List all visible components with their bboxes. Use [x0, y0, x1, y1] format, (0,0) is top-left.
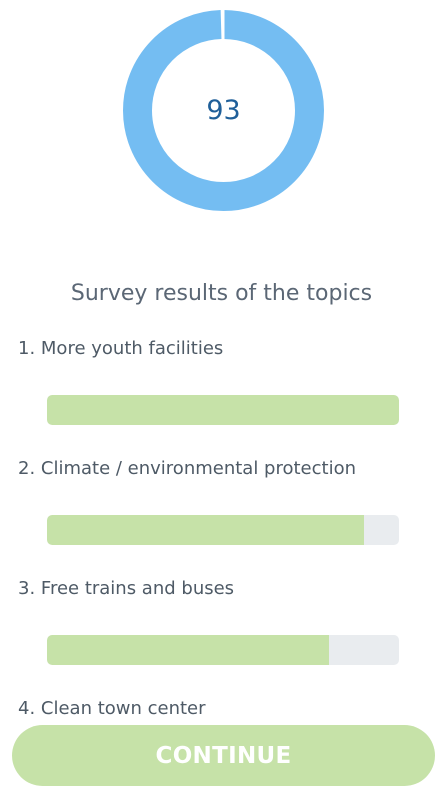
topic-label-4: 4. Clean town center [18, 698, 206, 719]
topic-label-3: 3. Free trains and buses [18, 578, 235, 599]
topic-bar-fill-3 [47, 635, 329, 665]
score-value: 93 [206, 95, 241, 126]
score-donut-chart: 93 [123, 10, 324, 211]
topic-bar-fill-2 [47, 515, 364, 545]
score-ring [123, 10, 324, 211]
topic-bar-2 [47, 515, 399, 545]
survey-title: Survey results of the topics [70, 281, 373, 306]
topic-label-1: 1. More youth facilities [18, 338, 224, 359]
topic-bar-1 [47, 395, 399, 425]
topic-bar-3 [47, 635, 399, 665]
topic-bar-fill-1 [47, 395, 399, 425]
topic-label-2: 2. Climate / environmental protection [18, 458, 357, 479]
continue-button[interactable]: CONTINUE [12, 725, 435, 786]
